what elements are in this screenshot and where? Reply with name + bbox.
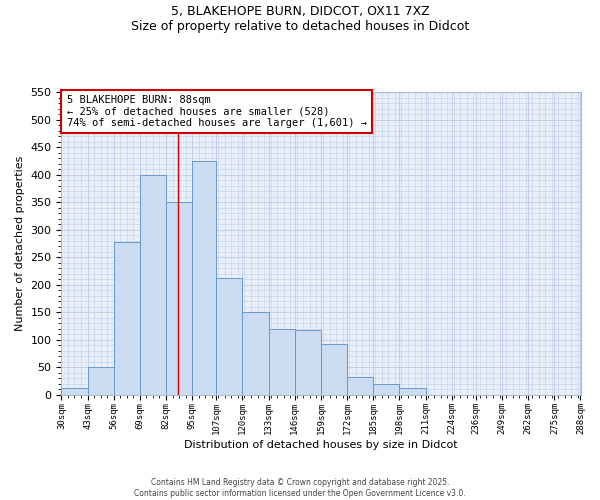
Bar — [166, 202, 192, 394]
Bar — [114, 242, 140, 394]
Bar — [140, 174, 166, 394]
Text: 5 BLAKEHOPE BURN: 88sqm
← 25% of detached houses are smaller (528)
74% of semi-d: 5 BLAKEHOPE BURN: 88sqm ← 25% of detache… — [67, 95, 367, 128]
Bar — [347, 377, 373, 394]
Y-axis label: Number of detached properties: Number of detached properties — [15, 156, 25, 331]
Bar — [373, 384, 400, 394]
X-axis label: Distribution of detached houses by size in Didcot: Distribution of detached houses by size … — [184, 440, 458, 450]
Text: 5, BLAKEHOPE BURN, DIDCOT, OX11 7XZ
Size of property relative to detached houses: 5, BLAKEHOPE BURN, DIDCOT, OX11 7XZ Size… — [131, 5, 469, 33]
Bar — [269, 328, 295, 394]
Text: Contains HM Land Registry data © Crown copyright and database right 2025.
Contai: Contains HM Land Registry data © Crown c… — [134, 478, 466, 498]
Bar — [321, 344, 347, 395]
Bar — [88, 367, 114, 394]
Bar — [217, 278, 242, 394]
Bar — [400, 388, 425, 394]
Bar — [295, 330, 321, 394]
Bar — [61, 388, 88, 394]
Bar — [192, 161, 217, 394]
Bar — [242, 312, 269, 394]
